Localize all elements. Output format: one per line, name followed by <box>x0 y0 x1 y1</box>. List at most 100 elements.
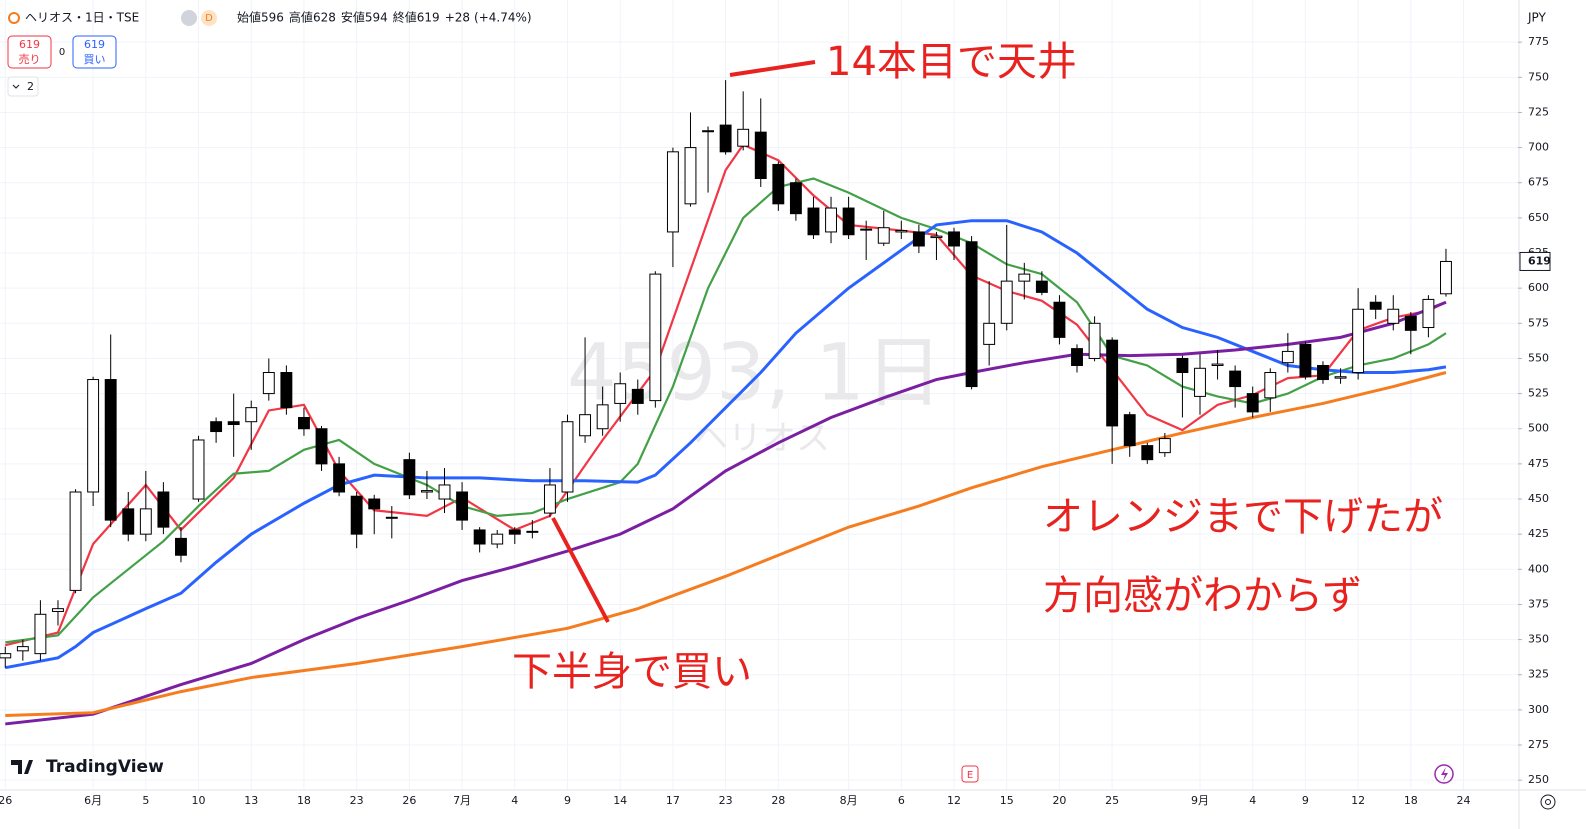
candle-body <box>87 379 100 493</box>
candle-body <box>122 508 135 535</box>
x-tick-label: 7月 <box>453 794 471 807</box>
annotation: 下半身で買い <box>512 649 752 695</box>
moving-average-line <box>5 177 1447 644</box>
logo: TradingView <box>46 757 164 777</box>
symbol-icon <box>8 12 20 24</box>
ohlc-label: 終値 <box>393 10 417 25</box>
candle-body <box>157 491 170 528</box>
interval-badge-bg <box>201 10 217 26</box>
candle-body <box>262 372 275 395</box>
candle-body <box>702 130 714 133</box>
candle-body <box>508 529 521 535</box>
annotation: 14本目で天井 <box>826 39 1077 85</box>
last-price-tag <box>1519 251 1551 271</box>
candle-body <box>1176 357 1189 374</box>
event-icon[interactable] <box>1434 764 1454 784</box>
candle-body <box>245 407 258 423</box>
candle-body <box>1404 315 1417 331</box>
candle-body <box>912 231 925 247</box>
candle-body <box>948 231 960 247</box>
candle-body <box>385 516 398 519</box>
x-tick-label: 24 <box>1457 794 1471 807</box>
candle-body <box>1229 370 1242 388</box>
candle-body <box>719 124 732 153</box>
x-tick-label: 12 <box>947 794 961 807</box>
y-tick-label: 450 <box>1528 492 1549 505</box>
sell-label[interactable]: 売り <box>19 53 41 66</box>
candle-body <box>298 416 310 430</box>
event-marker-box[interactable] <box>961 765 979 783</box>
spread: 0 <box>59 47 65 58</box>
candle-body <box>1352 308 1365 374</box>
candle-body <box>1440 260 1452 295</box>
y-tick-label: 775 <box>1528 35 1549 48</box>
candle-body <box>1281 350 1294 364</box>
x-tick-label: 15 <box>1000 794 1014 807</box>
y-tick-label: 500 <box>1528 422 1549 435</box>
change: +28 <box>445 11 470 25</box>
y-tick-label: 650 <box>1528 211 1549 224</box>
watermark-symbol: 4593, 1日 <box>567 328 943 418</box>
candle-body <box>1369 301 1382 310</box>
settings-icon[interactable] <box>1540 794 1556 810</box>
candle-body <box>473 529 486 545</box>
indicators-count[interactable]: 2 <box>27 80 34 93</box>
moving-average-line <box>5 143 1447 647</box>
x-tick-label: 9 <box>1302 794 1309 807</box>
symbol[interactable]: ヘリオス・1日・TSE <box>25 11 139 25</box>
event-marker[interactable]: E <box>967 770 973 781</box>
y-tick-label: 550 <box>1528 351 1549 364</box>
x-tick-label: 26 <box>402 794 416 807</box>
candle-body <box>1053 301 1066 338</box>
candle-body <box>210 421 223 433</box>
sell-button[interactable] <box>7 35 52 69</box>
candle-body <box>614 383 627 404</box>
candle-body <box>579 414 592 437</box>
candle-body <box>69 491 82 591</box>
x-tick-label: 28 <box>771 794 785 807</box>
x-tick-label: 12 <box>1351 794 1365 807</box>
x-tick-label: 6月 <box>84 794 102 807</box>
candle-body <box>1106 339 1119 427</box>
candle-body <box>139 508 152 535</box>
candle-body <box>1088 322 1101 359</box>
candle-body <box>860 228 873 231</box>
candle-body <box>491 533 504 545</box>
candle-body <box>1334 376 1347 379</box>
candle-body <box>1264 372 1277 399</box>
buy-label[interactable]: 買い <box>84 53 106 66</box>
sell-price[interactable]: 619 <box>19 38 40 51</box>
candle-body <box>930 235 943 239</box>
axes: 2502753003253503754004254504755005255505… <box>0 35 1551 807</box>
y-tick-label: 275 <box>1528 738 1549 751</box>
change-pct: (+4.74%) <box>474 11 532 25</box>
candle-body <box>1211 363 1224 366</box>
ohlc-label: 始値 <box>237 10 261 25</box>
candle-body <box>420 490 433 493</box>
ohlc-value: 596 <box>261 11 284 25</box>
y-tick-label: 300 <box>1528 703 1549 716</box>
candle-body <box>333 463 346 493</box>
moving-average-line <box>5 371 1447 717</box>
candle-body <box>895 230 908 233</box>
ohlc-value: 594 <box>365 11 388 25</box>
candle-body <box>1194 367 1206 397</box>
candle-body <box>1422 298 1435 329</box>
buy-button[interactable] <box>72 35 117 69</box>
buy-price[interactable]: 619 <box>84 38 105 51</box>
candle-body <box>543 484 556 514</box>
candle-body <box>596 404 609 430</box>
candle-body <box>983 322 996 345</box>
candle-body <box>52 608 64 612</box>
y-tick-label: 700 <box>1528 141 1549 154</box>
candle-body <box>456 491 469 521</box>
candles <box>0 80 1452 668</box>
x-tick-label: 5 <box>142 794 149 807</box>
indicators-toggle[interactable] <box>7 76 39 97</box>
currency[interactable]: JPY <box>1527 11 1547 25</box>
candle-body <box>631 388 644 404</box>
x-tick-label: 18 <box>1404 794 1418 807</box>
ohlc-value: 619 <box>417 11 440 25</box>
candle-body <box>438 484 451 500</box>
